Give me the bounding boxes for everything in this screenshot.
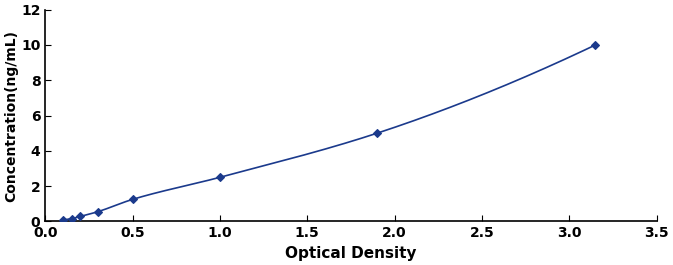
X-axis label: Optical Density: Optical Density [285,246,417,261]
Y-axis label: Concentration(ng/mL): Concentration(ng/mL) [4,29,18,202]
